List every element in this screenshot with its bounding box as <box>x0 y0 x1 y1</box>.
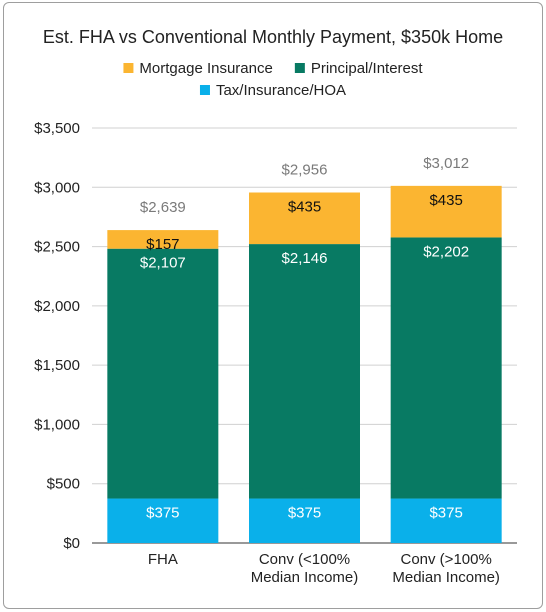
x-tick-label: Conv (<100% <box>259 551 350 568</box>
chart-title: Est. FHA vs Conventional Monthly Payment… <box>43 27 503 47</box>
legend-swatch-mortgage-insurance <box>123 63 134 73</box>
legend-swatch-tax-insurance-hoa <box>199 85 210 95</box>
data-label-principal-interest: $2,107 <box>140 255 186 272</box>
legend-label-tax-insurance-hoa: Tax/Insurance/HOA <box>216 82 346 99</box>
bar-segment-mortgage-insurance <box>249 192 360 245</box>
legend-swatch-principal-interest <box>294 63 305 73</box>
data-label-principal-interest: $2,202 <box>423 243 469 260</box>
y-tick-label: $3,000 <box>34 179 80 196</box>
data-label-tax-insurance-hoa: $375 <box>288 505 321 522</box>
x-tick-label: Median Income) <box>251 569 359 586</box>
bars: $375 $2,107 $157 $2,639 $375 $2,146 $435 $2,956… <box>107 155 502 543</box>
bar-segment-tax-insurance-hoa <box>390 498 502 543</box>
y-tick-label: $1,500 <box>34 357 80 374</box>
x-axis: FHA Conv (<100%Median Income)Conv (>100%M… <box>148 551 500 586</box>
data-label-tax-insurance-hoa: $375 <box>146 505 179 522</box>
data-label-tax-insurance-hoa: $375 <box>429 505 462 522</box>
total-label: $2,956 <box>282 162 328 179</box>
data-label-principal-interest: $2,146 <box>282 250 328 267</box>
data-label-mortgage-insurance: $435 <box>429 192 462 209</box>
bar-segment-principal-interest <box>249 244 360 499</box>
x-tick-label: Conv (>100% <box>401 551 492 568</box>
bar-segment-mortgage-insurance <box>390 185 502 238</box>
legend: Mortgage Insurance Principal/Interest Tax/… <box>123 60 423 99</box>
data-label-mortgage-insurance: $157 <box>146 236 179 253</box>
y-tick-label: $3,500 <box>34 120 80 137</box>
bar-segment-principal-interest <box>390 237 502 499</box>
y-tick-label: $2,000 <box>34 298 80 315</box>
bar-segment-tax-insurance-hoa <box>107 498 219 543</box>
y-tick-label: $0 <box>63 535 80 552</box>
bar-segment-principal-interest <box>107 248 219 499</box>
x-tick-label: FHA <box>148 551 178 568</box>
y-axis: $0 $500 $1,000 $1,500 $2,000 $2,500 $3,000 $3,5… <box>34 120 80 552</box>
x-tick-label: Median Income) <box>392 569 500 586</box>
data-label-mortgage-insurance: $435 <box>288 199 321 216</box>
total-label: $2,639 <box>140 199 186 216</box>
bar-segment-tax-insurance-hoa <box>249 498 360 543</box>
total-label: $3,012 <box>423 155 469 172</box>
y-tick-label: $500 <box>47 476 80 493</box>
y-tick-label: $1,000 <box>34 416 80 433</box>
bar-segment-mortgage-insurance <box>107 230 219 249</box>
legend-label-principal-interest: Principal/Interest <box>311 60 424 77</box>
y-tick-label: $2,500 <box>34 239 80 256</box>
legend-label-mortgage-insurance: Mortgage Insurance <box>139 60 272 77</box>
